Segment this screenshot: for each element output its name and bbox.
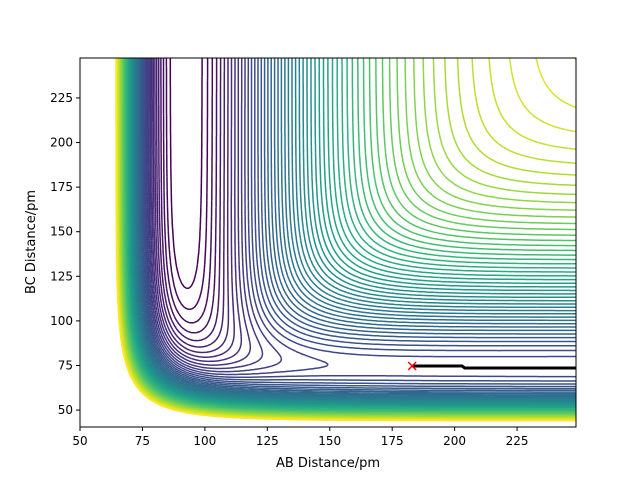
y-tick-label: 175 — [50, 180, 73, 194]
contour-level — [149, 58, 252, 366]
contour-level — [115, 58, 576, 422]
contour-level — [154, 58, 230, 354]
x-axis-label: AB Distance/pm — [276, 456, 380, 471]
x-axis: 50 75 100 125 150 175 200 225 — [72, 427, 529, 448]
contour-level — [165, 58, 209, 311]
y-tick-label: 200 — [50, 136, 73, 150]
contour-level — [152, 58, 235, 358]
y-tick-label: 150 — [50, 225, 73, 239]
contour-level — [119, 58, 576, 417]
x-tick-label: 50 — [72, 434, 87, 448]
contour-level — [142, 58, 576, 385]
contour-level — [155, 58, 226, 348]
contour-level — [122, 58, 576, 415]
x-tick-label: 200 — [443, 434, 466, 448]
plot-frame — [79, 57, 577, 428]
y-tick-label: 50 — [58, 403, 73, 417]
contour-level — [137, 58, 576, 395]
contour-level — [144, 58, 576, 378]
x-tick-label: 175 — [381, 434, 404, 448]
contour-level — [138, 58, 576, 393]
x-tick-label: 75 — [135, 434, 150, 448]
contour-level — [141, 58, 576, 388]
contour-level — [145, 58, 329, 376]
contour-level — [146, 58, 283, 373]
contour-level — [135, 58, 576, 399]
contour-level — [160, 58, 218, 334]
contour-level — [169, 58, 203, 290]
contour-level — [143, 58, 576, 382]
contour-lines — [115, 58, 576, 422]
y-tick-label: 100 — [50, 314, 73, 328]
x-tick-label: 225 — [506, 434, 529, 448]
trajectory-group — [407, 361, 576, 371]
y-tick-label: 125 — [50, 269, 73, 283]
y-tick-label: 225 — [50, 91, 73, 105]
start-marker — [407, 361, 417, 371]
y-axis: 50 75 100 125 150 175 200 225 — [50, 91, 80, 417]
contour-level — [150, 58, 243, 363]
x-tick-label: 150 — [318, 434, 341, 448]
x-tick-label: 125 — [256, 434, 279, 448]
contour-level — [136, 58, 576, 396]
x-tick-label: 100 — [193, 434, 216, 448]
trajectory-line — [412, 364, 576, 370]
contour-level — [162, 58, 214, 324]
contour-level — [140, 58, 576, 390]
contour-level — [139, 58, 576, 392]
contour-level — [148, 58, 264, 370]
y-axis-label: BC Distance/pm — [24, 190, 39, 294]
contour-level — [120, 58, 576, 417]
y-tick-label: 75 — [58, 358, 73, 372]
contour-level — [157, 58, 222, 342]
contour-level — [122, 58, 576, 414]
contour-level — [136, 58, 576, 397]
